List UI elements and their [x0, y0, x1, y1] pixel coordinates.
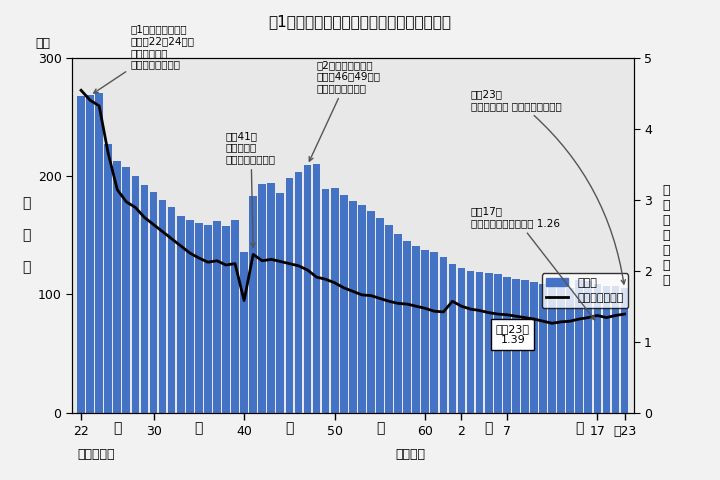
Text: ･: ･ — [376, 421, 384, 435]
Y-axis label: 合
計
特
殊
出
生
率: 合 計 特 殊 出 生 率 — [662, 184, 670, 287]
Bar — [231, 220, 239, 413]
Bar — [349, 201, 356, 413]
Text: 図1　出生数及び合計特殊出生率の年次推移: 図1 出生数及び合計特殊出生率の年次推移 — [269, 14, 451, 29]
Bar — [476, 272, 483, 413]
Text: 昭和41年
ひのえうま
１３６０９７４人: 昭和41年 ひのえうま １３６０９７４人 — [226, 131, 276, 247]
Bar — [150, 192, 158, 413]
Bar — [132, 176, 139, 413]
Text: 平成･年: 平成･年 — [395, 448, 425, 461]
Bar — [77, 96, 85, 413]
Bar — [575, 280, 583, 413]
Bar — [104, 144, 112, 413]
Bar — [312, 164, 320, 413]
Bar — [304, 165, 311, 413]
Text: ･: ･ — [194, 421, 203, 435]
Bar — [494, 274, 502, 413]
Bar — [395, 234, 402, 413]
Text: ･: ･ — [285, 421, 294, 435]
Text: 昭和･･年: 昭和･･年 — [78, 448, 115, 461]
Bar — [177, 216, 184, 413]
Bar — [330, 188, 338, 413]
Text: 万人: 万人 — [35, 37, 50, 50]
Bar — [431, 252, 438, 413]
Text: ･: ･ — [485, 421, 493, 435]
Bar — [376, 218, 384, 413]
Bar — [557, 287, 565, 413]
Bar — [158, 200, 166, 413]
Bar — [530, 282, 538, 413]
Bar — [449, 264, 456, 413]
Bar — [458, 268, 465, 413]
Bar — [286, 178, 293, 413]
Bar — [294, 172, 302, 413]
Bar — [585, 281, 592, 413]
Bar — [593, 284, 601, 413]
Bar — [267, 183, 275, 413]
Bar — [222, 226, 230, 413]
Y-axis label: 出

生

数: 出 生 数 — [22, 196, 31, 275]
Bar — [204, 225, 212, 413]
Bar — [611, 286, 619, 413]
Bar — [86, 96, 94, 413]
Bar — [322, 190, 330, 413]
Text: 平成23年
1.39: 平成23年 1.39 — [496, 324, 530, 346]
Text: 平成23年
最低の出生数 １０５０６９８人: 平成23年 最低の出生数 １０５０６９８人 — [471, 89, 626, 284]
Bar — [603, 286, 611, 413]
Bar — [548, 285, 556, 413]
Bar — [621, 288, 629, 413]
Bar — [512, 278, 520, 413]
Text: 平成17年
最低の合計特殊出生率 1.26: 平成17年 最低の合計特殊出生率 1.26 — [471, 206, 595, 320]
Bar — [439, 257, 447, 413]
Bar — [421, 250, 429, 413]
Bar — [539, 284, 547, 413]
Bar — [358, 205, 366, 413]
Bar — [140, 184, 148, 413]
Bar — [195, 223, 202, 413]
Bar — [467, 271, 474, 413]
Bar — [114, 161, 121, 413]
Bar — [340, 195, 348, 413]
Bar — [249, 195, 257, 413]
Bar — [503, 277, 510, 413]
Bar — [168, 207, 176, 413]
Bar — [403, 241, 411, 413]
Bar — [567, 288, 574, 413]
Bar — [385, 226, 393, 413]
Legend: 出生数, 合計特殊出生率: 出生数, 合計特殊出生率 — [541, 273, 628, 308]
Bar — [413, 246, 420, 413]
Bar — [186, 220, 194, 413]
Bar — [521, 280, 528, 413]
Bar — [276, 192, 284, 413]
Bar — [122, 168, 130, 413]
Text: ･: ･ — [575, 421, 583, 435]
Bar — [258, 183, 266, 413]
Bar — [95, 94, 103, 413]
Text: 第1次ベビーブーム
（昭和22〜24年）
最高の出生数
２６９６６３８人: 第1次ベビーブーム （昭和22〜24年） 最高の出生数 ２６９６６３８人 — [94, 24, 195, 93]
Text: ･: ･ — [113, 421, 122, 435]
Bar — [213, 221, 221, 413]
Text: 第2次ベビーブーム
（昭和46〜49年）
２０９１９８３人: 第2次ベビーブーム （昭和46〜49年） ２０９１９８３人 — [309, 60, 381, 161]
Bar — [367, 211, 375, 413]
Bar — [485, 273, 492, 413]
Bar — [240, 252, 248, 413]
